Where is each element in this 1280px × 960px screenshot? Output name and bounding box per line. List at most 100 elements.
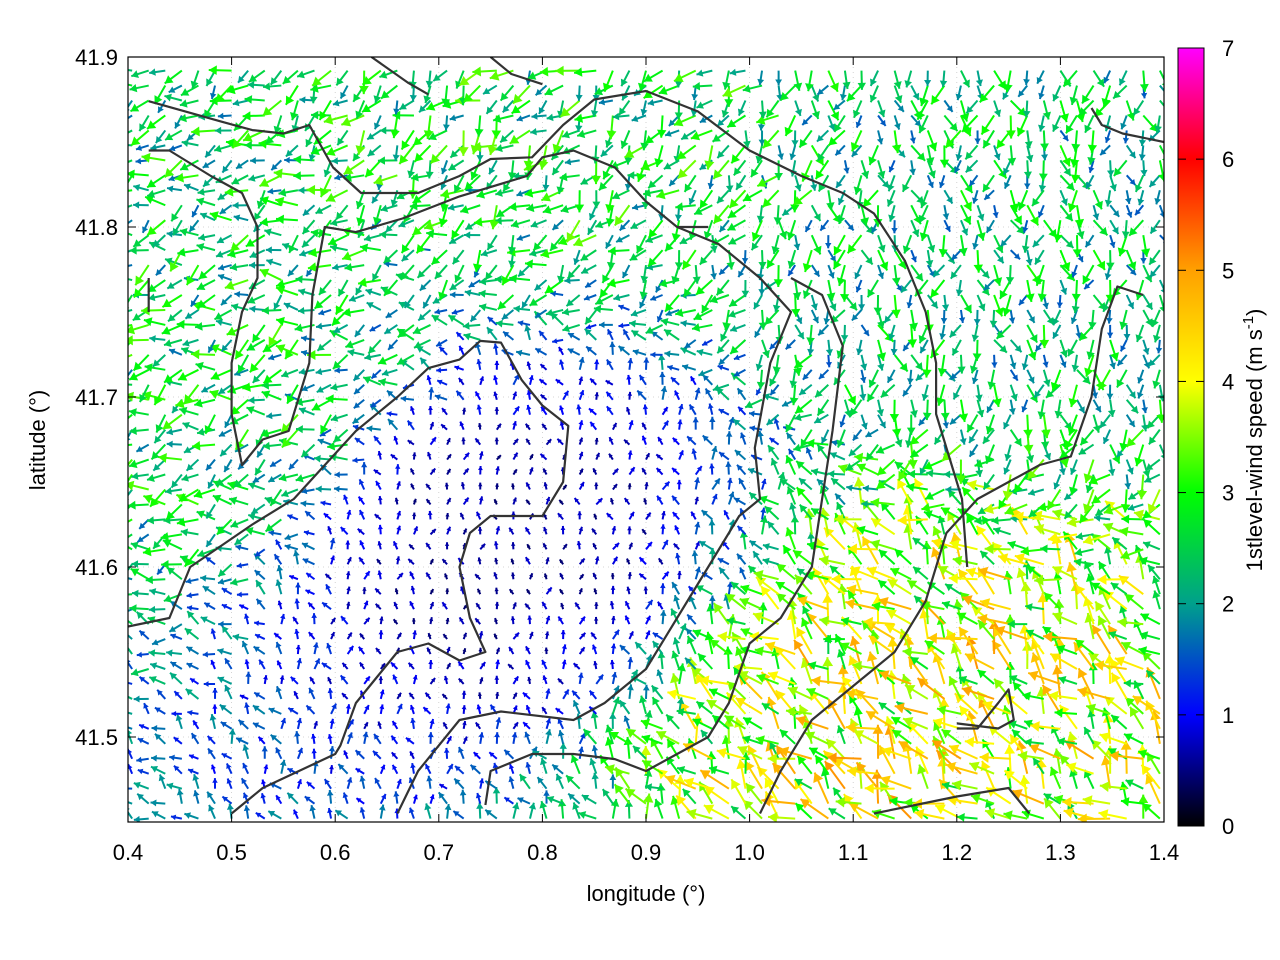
wind-vector [742, 189, 763, 202]
wind-vector [817, 324, 830, 336]
wind-vector [884, 623, 912, 640]
wind-vector [1159, 84, 1164, 96]
wind-vector [252, 722, 266, 730]
wind-vector [592, 542, 598, 550]
wind-vector [647, 219, 664, 239]
wind-vector [910, 264, 924, 282]
wind-vector [787, 249, 797, 269]
wind-vector [455, 331, 465, 341]
wind-vector [737, 264, 747, 278]
wind-vector [493, 498, 498, 505]
wind-vector [810, 264, 821, 278]
wind-vector [716, 189, 730, 204]
wind-vector [1059, 159, 1072, 177]
wind-vector [427, 732, 434, 744]
wind-vector [488, 751, 498, 760]
wind-vector [660, 317, 680, 327]
wind-vector [827, 129, 846, 147]
wind-vector [1026, 369, 1035, 384]
wind-vector [811, 675, 846, 687]
wind-vector [564, 277, 580, 285]
wind-vector [740, 584, 763, 596]
wind-vector [578, 437, 584, 445]
wind-vector [525, 481, 531, 490]
wind-vector [290, 676, 299, 685]
wind-vector [718, 264, 730, 276]
wind-vector [181, 139, 199, 148]
wind-vector [1078, 443, 1095, 456]
wind-vector [689, 375, 697, 386]
wind-vector [128, 801, 133, 805]
wind-vector [1071, 354, 1080, 372]
wind-vector [443, 747, 450, 759]
wind-vector [606, 115, 617, 140]
wind-vector [813, 413, 829, 424]
colorbar-tick-label: 1 [1222, 703, 1234, 728]
wind-vector [970, 793, 995, 805]
wind-vector [244, 702, 250, 715]
wind-vector [1101, 85, 1112, 107]
wind-vector [856, 339, 863, 356]
wind-vector [1036, 70, 1045, 85]
wind-vector [396, 525, 402, 535]
wind-vector [936, 705, 962, 716]
wind-vector [673, 594, 681, 610]
wind-vector [610, 585, 616, 595]
wind-vector [532, 234, 548, 252]
wind-vector [366, 301, 382, 311]
wind-vector [708, 765, 730, 775]
wind-vector [611, 189, 630, 200]
wind-vector [391, 764, 399, 775]
wind-vector [130, 541, 150, 551]
wind-vector [341, 692, 349, 700]
wind-vector [627, 391, 633, 400]
wind-vector [875, 443, 896, 454]
wind-vector [346, 645, 355, 655]
wind-vector [661, 539, 669, 550]
wind-vector [428, 659, 434, 670]
wind-vector [153, 384, 167, 406]
wind-vector [172, 219, 183, 236]
wind-vector [869, 70, 879, 87]
wind-vector [461, 407, 467, 415]
wind-vector [129, 246, 149, 255]
wind-vector [671, 495, 680, 506]
wind-vector [217, 273, 232, 281]
wind-vector [256, 189, 266, 209]
wind-vector [409, 201, 431, 211]
wind-vector [1110, 582, 1128, 596]
wind-vector [203, 681, 216, 687]
wind-vector [387, 418, 399, 431]
wind-vector [943, 99, 954, 113]
wind-vector [1053, 474, 1062, 490]
wind-vector [437, 791, 448, 805]
wind-vector [876, 130, 884, 145]
wind-vector [761, 478, 767, 490]
wind-vector [221, 159, 233, 174]
wind-vector [910, 144, 926, 162]
wind-vector [834, 513, 862, 525]
wind-vector [1122, 130, 1130, 144]
wind-vector [145, 575, 166, 585]
wind-vector [661, 510, 666, 520]
wind-vector [789, 145, 797, 161]
wind-vector [1141, 234, 1151, 257]
wind-vector [559, 742, 567, 759]
wind-vector [478, 482, 483, 490]
wind-vector [1074, 205, 1085, 228]
wind-vector [444, 803, 452, 819]
wind-vector [617, 345, 631, 356]
wind-vector [1023, 414, 1033, 438]
wind-vector [1103, 590, 1128, 610]
wind-vector [627, 357, 634, 370]
wind-vector [295, 644, 301, 655]
wind-vector [993, 249, 1005, 264]
wind-vector [133, 279, 150, 299]
wind-vector [209, 85, 217, 100]
wind-vector [413, 526, 419, 535]
wind-vector [595, 674, 604, 685]
wind-vector [474, 721, 482, 730]
wind-vector [766, 413, 780, 426]
wind-vector [244, 140, 265, 150]
wind-vector [259, 174, 282, 187]
